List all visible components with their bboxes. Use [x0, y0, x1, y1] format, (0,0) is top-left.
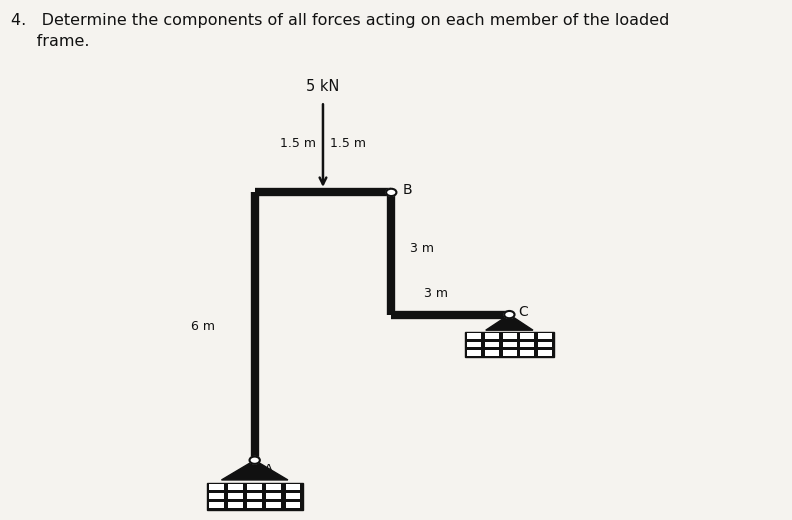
Bar: [520, 350, 535, 356]
Bar: [538, 350, 552, 356]
Bar: [538, 342, 552, 347]
Text: 3 m: 3 m: [409, 242, 434, 255]
Bar: [247, 502, 262, 508]
Text: 5 kN: 5 kN: [307, 79, 340, 94]
Circle shape: [386, 189, 397, 196]
Bar: [467, 350, 482, 356]
Bar: [485, 333, 499, 339]
Bar: [266, 493, 281, 499]
Polygon shape: [485, 315, 533, 330]
Bar: [247, 484, 262, 490]
Bar: [520, 342, 535, 347]
Bar: [286, 502, 300, 508]
Bar: [266, 484, 281, 490]
Bar: [207, 483, 303, 510]
Circle shape: [505, 311, 515, 318]
Bar: [485, 342, 499, 347]
Bar: [465, 332, 554, 357]
Text: frame.: frame.: [11, 34, 89, 49]
Circle shape: [249, 457, 260, 464]
Text: A: A: [264, 463, 273, 477]
Bar: [209, 493, 223, 499]
Bar: [485, 350, 499, 356]
Polygon shape: [222, 460, 288, 480]
Bar: [228, 484, 243, 490]
Text: C: C: [518, 305, 528, 319]
Text: 4.   Determine the components of all forces acting on each member of the loaded: 4. Determine the components of all force…: [11, 13, 669, 28]
Text: 6 m: 6 m: [191, 320, 215, 333]
Bar: [209, 484, 223, 490]
Bar: [209, 502, 223, 508]
Bar: [503, 342, 516, 347]
Bar: [247, 493, 262, 499]
Bar: [503, 350, 516, 356]
Bar: [467, 333, 482, 339]
Bar: [228, 493, 243, 499]
Text: B: B: [402, 183, 412, 197]
Bar: [228, 502, 243, 508]
Bar: [286, 493, 300, 499]
Bar: [520, 333, 535, 339]
Bar: [286, 484, 300, 490]
Text: 1.5 m: 1.5 m: [280, 137, 315, 150]
Bar: [538, 333, 552, 339]
Text: 3 m: 3 m: [424, 287, 447, 300]
Bar: [467, 342, 482, 347]
Bar: [266, 502, 281, 508]
Text: 1.5 m: 1.5 m: [330, 137, 367, 150]
Bar: [503, 333, 516, 339]
